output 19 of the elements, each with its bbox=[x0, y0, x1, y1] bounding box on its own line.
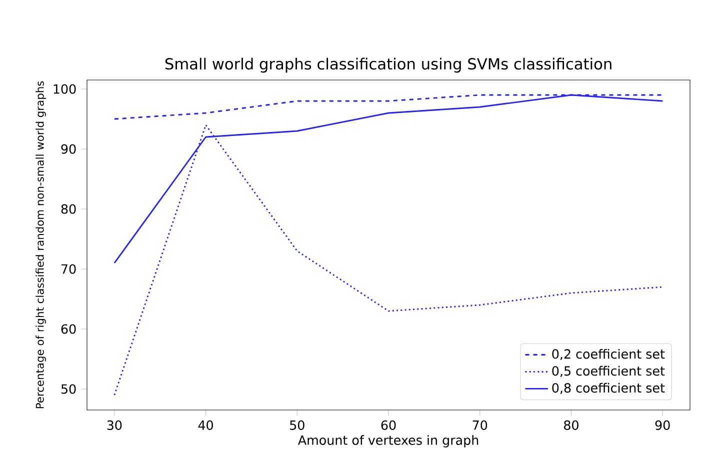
x-tick-label: 90 bbox=[655, 420, 670, 430]
y-tick-label: 100 bbox=[54, 84, 76, 94]
x-axis-title: Amount of vertexes in graph bbox=[298, 435, 478, 448]
x-tick-label: 60 bbox=[381, 420, 396, 430]
y-tick-label: 70 bbox=[62, 264, 76, 274]
x-tick-label: 50 bbox=[290, 420, 304, 430]
x-tick-label: 30 bbox=[107, 420, 122, 430]
y-tick-label: 90 bbox=[61, 144, 76, 154]
x-tick-label: 80 bbox=[564, 420, 578, 430]
x-tick-label: 40 bbox=[198, 420, 213, 430]
legend-label: 0,8 coefficient set bbox=[552, 382, 665, 394]
y-axis-title: Percentage of right classified random non-small world graphs bbox=[36, 81, 46, 408]
y-tick-label: 50 bbox=[61, 384, 76, 394]
legend-label: 0,5 coefficient set bbox=[552, 366, 665, 378]
y-tick-label: 60 bbox=[61, 324, 76, 334]
chart-title: Small world graphs classification using SVMs classification bbox=[165, 58, 612, 73]
legend-label: 0,2 coefficient set bbox=[552, 348, 665, 360]
y-tick-label: 80 bbox=[61, 204, 76, 214]
x-tick-label: 70 bbox=[472, 420, 488, 430]
